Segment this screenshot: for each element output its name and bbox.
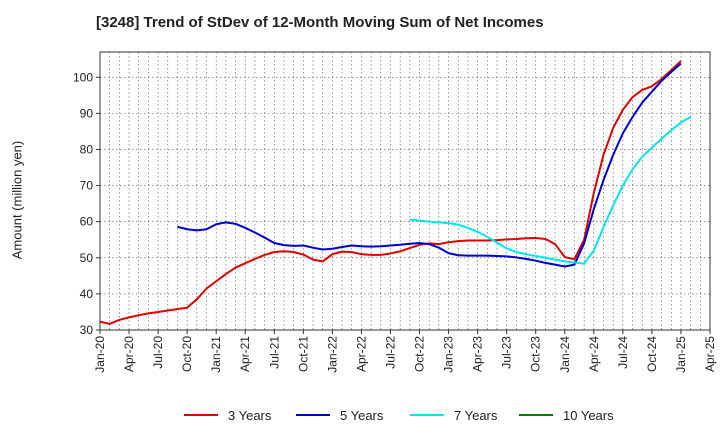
x-tick-label: Oct-24	[645, 336, 659, 372]
x-tick-label: Oct-20	[180, 336, 194, 372]
x-tick-label: Jul-21	[267, 336, 281, 369]
legend-label-7-years: 7 Years	[454, 407, 498, 423]
x-tick-label: Apr-23	[471, 336, 485, 372]
legend-swatch-5-years	[296, 414, 330, 416]
x-tick-label: Jul-24	[616, 336, 630, 369]
legend-item-10-years: 10 Years	[519, 404, 614, 426]
legend-item-5-years: 5 Years	[296, 404, 383, 426]
y-tick-label: 70	[80, 179, 94, 193]
y-tick-label: 50	[80, 251, 94, 265]
x-tick-label: Jan-25	[674, 336, 688, 373]
y-tick-label: 80	[80, 142, 94, 156]
legend-swatch-3-years	[184, 414, 218, 416]
x-tick-label: Jul-23	[500, 336, 514, 369]
axis-layer: 30 40 50 60 70 80 90 100 Jan-20 Apr-20 Jul-20 Oct-2…	[73, 70, 717, 372]
legend-label-10-years: 10 Years	[563, 407, 614, 423]
x-tick-label: Oct-22	[413, 336, 427, 372]
x-tick-label: Jan-21	[209, 336, 223, 373]
x-tick-label: Apr-21	[238, 336, 252, 372]
x-tick-label: Jul-20	[151, 336, 165, 369]
legend-item-3-years: 3 Years	[184, 404, 271, 426]
y-tick-label: 30	[80, 323, 94, 337]
x-tick-label: Jan-23	[442, 336, 456, 373]
grid-layer	[99, 51, 711, 331]
legend: 3 Years 5 Years 7 Years 10 Years	[0, 404, 720, 426]
x-tick-label: Jan-22	[325, 336, 339, 373]
x-tick-label: Oct-23	[529, 336, 543, 372]
x-tick-label: Jan-24	[558, 336, 572, 373]
y-tick-label: 100	[73, 70, 93, 84]
series-layer	[99, 60, 692, 325]
legend-swatch-7-years	[410, 414, 444, 416]
y-tick-label: 60	[80, 215, 94, 229]
x-tick-label: Apr-25	[703, 336, 717, 372]
legend-label-5-years: 5 Years	[340, 407, 384, 423]
x-tick-label: Jul-22	[383, 336, 397, 369]
x-tick-label: Oct-21	[296, 336, 310, 372]
x-tick-label: Apr-22	[354, 336, 368, 372]
series-line-7-years	[409, 116, 692, 265]
legend-swatch-10-years	[519, 414, 553, 416]
y-tick-label: 40	[80, 287, 94, 301]
legend-item-7-years: 7 Years	[410, 404, 497, 426]
legend-label-3-years: 3 Years	[228, 407, 272, 423]
y-tick-label: 90	[80, 106, 94, 120]
x-tick-label: Apr-20	[122, 336, 136, 372]
x-tick-label: Jan-20	[93, 336, 107, 373]
x-tick-label: Apr-24	[587, 336, 601, 372]
chart-title: [3248] Trend of StDev of 12-Month Moving…	[96, 14, 544, 31]
plot-area-border	[99, 51, 711, 331]
series-line-5-years	[177, 62, 682, 268]
